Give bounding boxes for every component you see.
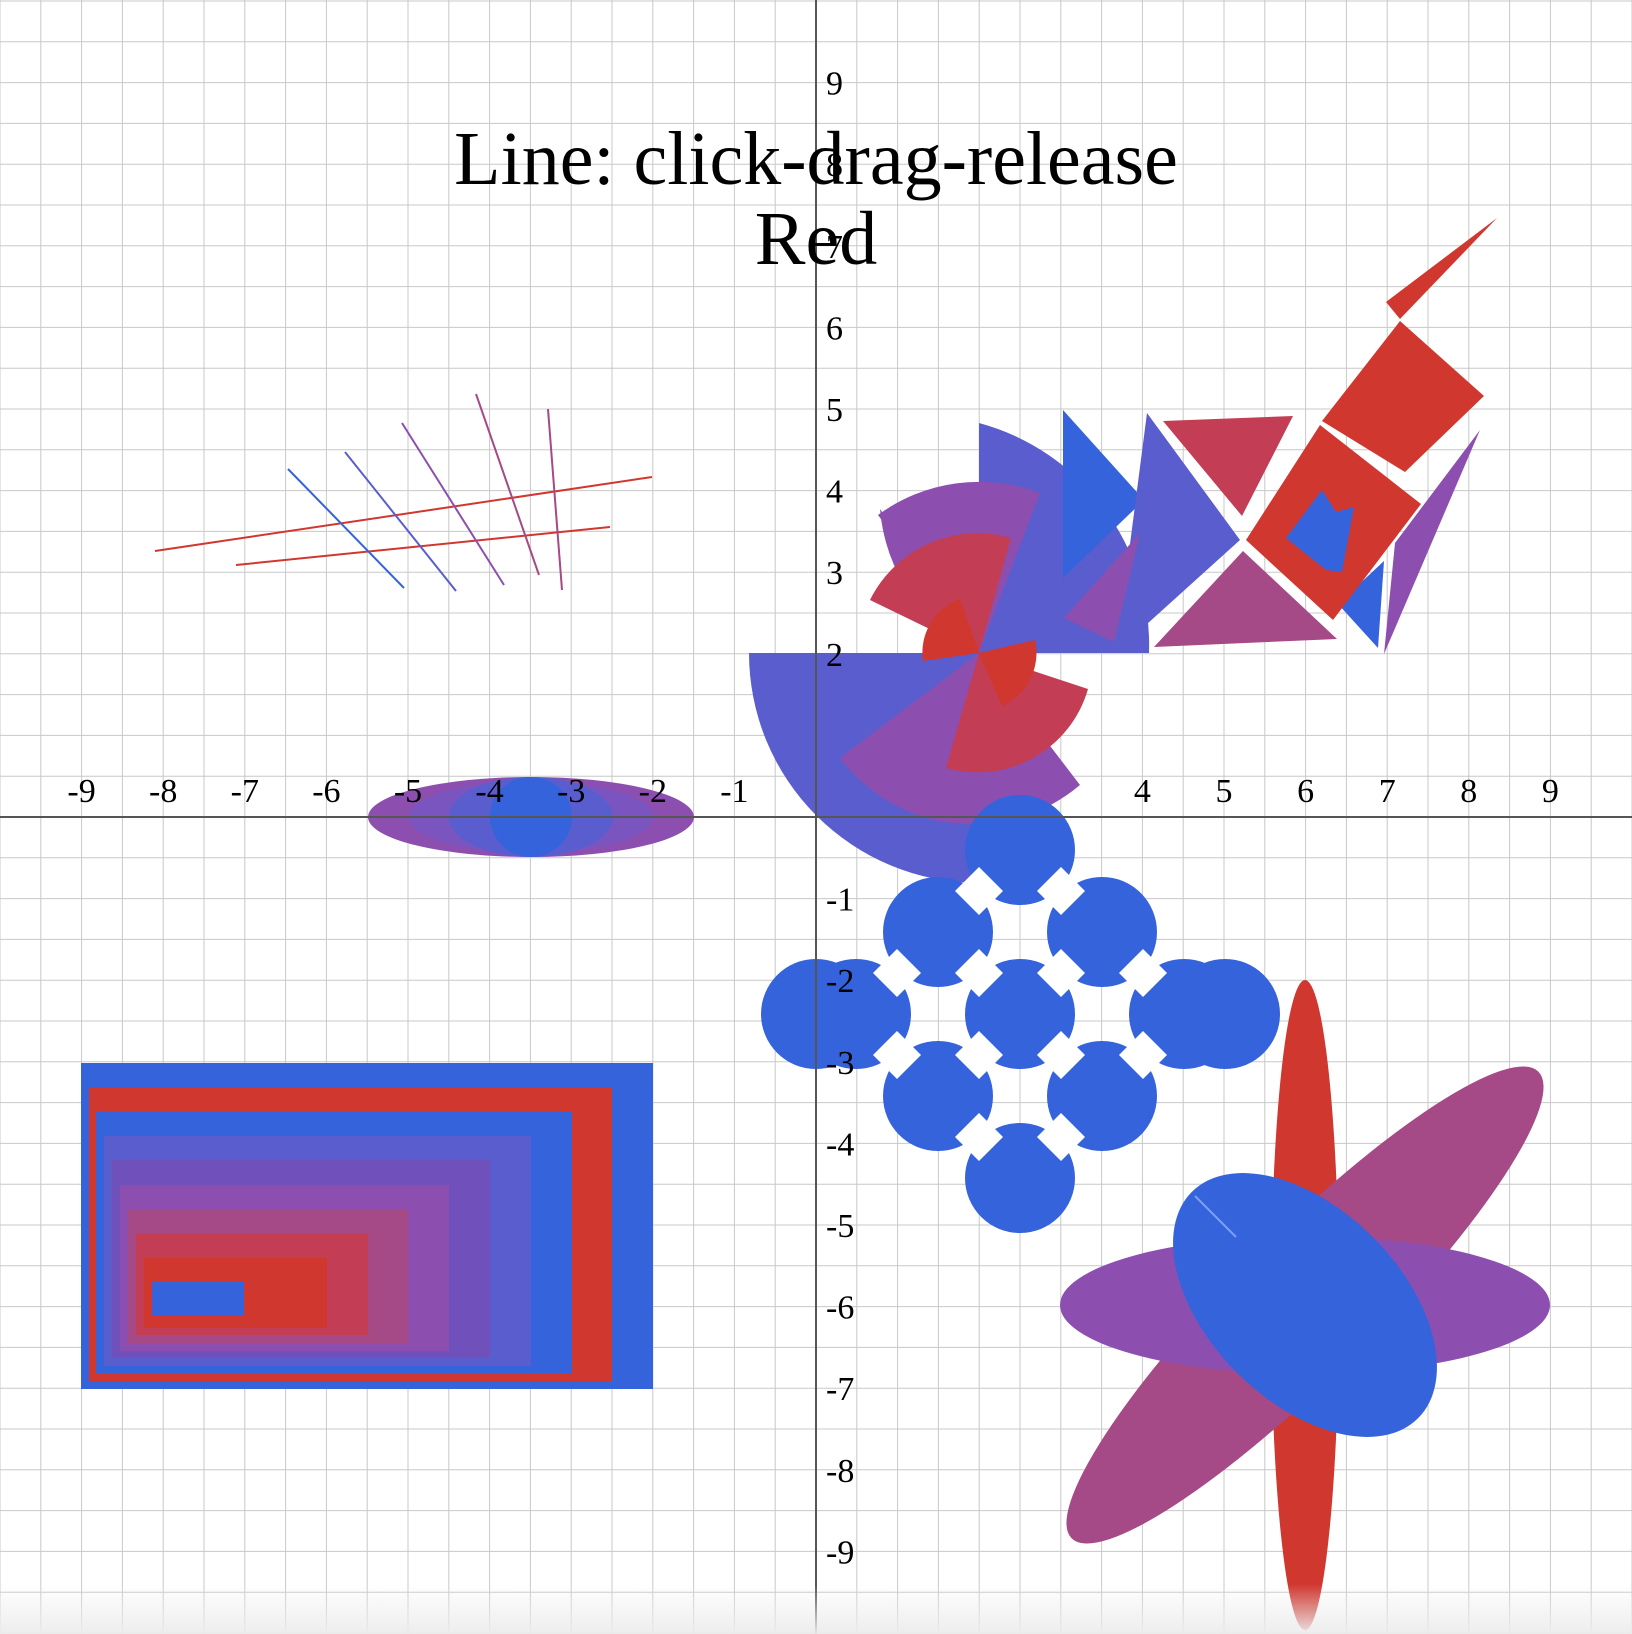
ellipse-flower <box>1060 980 1550 1630</box>
wedge-shape <box>870 533 1011 653</box>
petal-gap <box>1037 1031 1085 1079</box>
triangle-shape <box>1063 410 1144 578</box>
petal-shape <box>965 1123 1075 1233</box>
line-stroke <box>154 476 653 552</box>
line-stroke <box>287 468 405 589</box>
x-tick-label: -4 <box>475 773 503 810</box>
petal-shape <box>883 1041 993 1151</box>
y-tick-label: 2 <box>826 637 843 674</box>
line-stroke <box>1194 1195 1237 1238</box>
petal-shape <box>883 877 993 987</box>
x-tick-label: 6 <box>1297 773 1314 810</box>
petal-gap <box>1119 1031 1167 1079</box>
y-tick-label: -3 <box>826 1045 854 1082</box>
petal-gap <box>873 1031 921 1079</box>
triangle-shape <box>1163 416 1293 516</box>
x-tick-label: -1 <box>720 773 748 810</box>
tool-title: Line: click-drag-release <box>454 117 1178 201</box>
triangles <box>1063 218 1497 654</box>
petal-gap <box>1037 949 1085 997</box>
petal-gap <box>955 1113 1003 1161</box>
petal-shape <box>965 959 1075 1069</box>
line-stroke <box>475 393 540 576</box>
triangle-shape <box>1386 218 1497 319</box>
y-tick-label: 8 <box>826 147 843 184</box>
triangle-shape <box>1384 430 1480 654</box>
y-tick-label: -5 <box>826 1208 854 1245</box>
x-tick-label: -9 <box>67 773 95 810</box>
x-tick-label: 9 <box>1542 773 1559 810</box>
line-stroke <box>547 408 563 591</box>
petal-shape <box>1047 1041 1157 1151</box>
x-tick-label: 5 <box>1216 773 1233 810</box>
wedge-shape <box>922 599 979 661</box>
x-tick-label: 7 <box>1379 773 1396 810</box>
triangle-shape <box>1064 533 1140 642</box>
petal-gap <box>955 1031 1003 1079</box>
x-tick-label: 8 <box>1460 773 1477 810</box>
y-tick-label: 6 <box>826 310 843 347</box>
nested-rectangles <box>81 1063 653 1389</box>
wedge-shape <box>979 640 1037 706</box>
petal-gap <box>1037 1113 1085 1161</box>
petal-shape <box>1170 959 1280 1069</box>
triangle-shape <box>1154 551 1337 647</box>
x-tick-label: -3 <box>557 773 585 810</box>
wedge-shape <box>946 653 1088 773</box>
petal-gap <box>955 949 1003 997</box>
petal-gap <box>1037 867 1085 915</box>
y-tick-label: 9 <box>826 66 843 103</box>
line-stroke <box>235 526 611 566</box>
rect-shape <box>152 1282 244 1315</box>
y-tick-label: -4 <box>826 1126 854 1163</box>
y-tick-label: -6 <box>826 1290 854 1327</box>
line-stroke <box>344 451 457 592</box>
y-tick-label: 5 <box>826 392 843 429</box>
square-shape <box>1322 321 1484 472</box>
x-tick-label: -2 <box>639 773 667 810</box>
y-tick-label: -1 <box>826 882 854 919</box>
wedge-shape <box>1013 538 1100 642</box>
triangle-shape <box>1338 561 1384 648</box>
y-tick-label: -2 <box>826 963 854 1000</box>
petal-gap <box>955 867 1003 915</box>
x-tick-label: -5 <box>394 773 422 810</box>
petal-shape <box>965 795 1075 905</box>
triangle-shape <box>1116 413 1240 652</box>
petal-shape <box>1047 877 1157 987</box>
x-tick-label: -7 <box>231 773 259 810</box>
x-tick-label: 4 <box>1134 773 1151 810</box>
x-tick-label: -8 <box>149 773 177 810</box>
y-tick-label: -8 <box>826 1453 854 1490</box>
ellipse-shape <box>1173 1173 1437 1437</box>
petal-gap <box>873 949 921 997</box>
line-strokes <box>154 393 653 592</box>
square-shape <box>1286 490 1354 572</box>
y-tick-label: 4 <box>826 474 843 511</box>
petal-pattern <box>761 795 1280 1233</box>
shapes-layer <box>81 218 1550 1630</box>
x-tick-label: -6 <box>312 773 340 810</box>
y-tick-label: 3 <box>826 555 843 592</box>
petal-gap <box>1119 949 1167 997</box>
y-tick-label: 7 <box>826 229 843 266</box>
line-stroke <box>401 422 505 586</box>
y-tick-label: -9 <box>826 1534 854 1571</box>
rotated-squares <box>1246 321 1484 620</box>
y-tick-label: -7 <box>826 1371 854 1408</box>
current-color-label: Red <box>755 197 877 281</box>
